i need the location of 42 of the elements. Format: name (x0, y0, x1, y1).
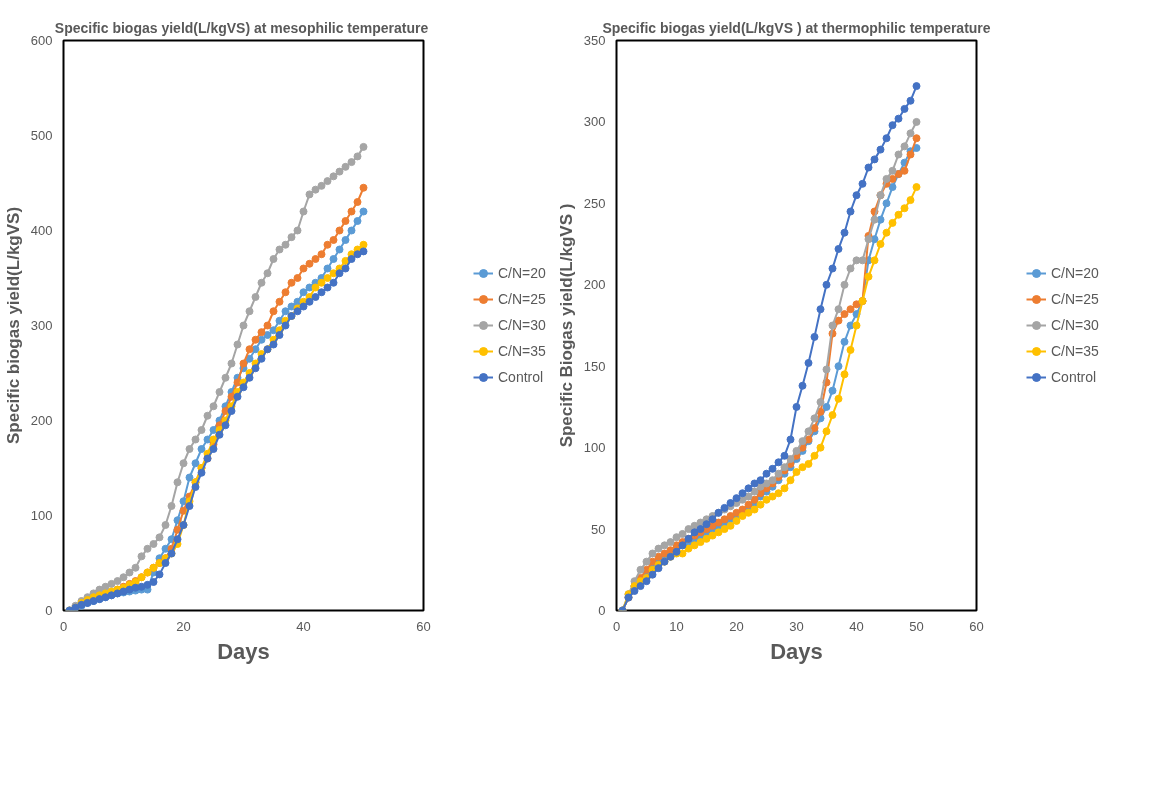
legend-label: C/N=20 (1051, 265, 1099, 281)
x-tick-label: 20 (729, 618, 744, 634)
chart-title: Specific biogas yield(L/kgVS) at mesophilic temperature (54, 19, 429, 36)
legend-label: Control (498, 369, 544, 385)
y-tick-label: 500 (30, 128, 53, 143)
y-tick-label: 350 (583, 33, 606, 48)
legend-label: C/N=30 (498, 317, 546, 333)
legend-label: C/N=25 (1051, 291, 1099, 307)
legend-label: C/N=20 (498, 265, 546, 281)
x-tick-label: 40 (849, 618, 864, 634)
legend-label: C/N=30 (1051, 317, 1099, 333)
y-tick-label: 300 (583, 114, 606, 130)
x-tick-label: 50 (909, 618, 924, 634)
y-tick-label: 200 (583, 277, 606, 293)
x-axis-title: Days (217, 638, 270, 664)
legend-label: C/N=35 (498, 343, 546, 359)
x-tick-label: 40 (296, 618, 311, 634)
y-tick-label: 100 (30, 508, 53, 523)
y-tick-label: 200 (30, 413, 53, 428)
chart-title: Specific biogas yield(L/kgVS ) at thermophilic temperature (602, 19, 991, 36)
x-tick-label: 0 (59, 618, 68, 634)
y-tick-label: 50 (591, 521, 606, 537)
y-tick-label: 250 (583, 195, 606, 211)
y-tick-label: 0 (45, 603, 53, 618)
y-axis-title: Specific biogas yield(L/kgVS) (3, 206, 23, 445)
legend-label: C/N=35 (1051, 343, 1099, 359)
y-tick-label: 300 (30, 318, 53, 333)
x-tick-label: 0 (612, 618, 621, 634)
x-tick-label: 60 (969, 618, 984, 634)
x-tick-label: 20 (176, 618, 191, 634)
y-tick-label: 600 (30, 33, 53, 48)
y-tick-label: 150 (583, 358, 606, 374)
y-axis-title: Specific Biogas yield(L/kgVS ) (556, 203, 576, 448)
x-tick-label: 60 (416, 618, 431, 634)
x-axis-title: Days (770, 638, 823, 664)
x-tick-label: 30 (789, 618, 804, 634)
legend-label: C/N=25 (498, 291, 546, 307)
y-tick-label: 0 (598, 603, 606, 618)
legend-label: Control (1051, 369, 1097, 385)
y-tick-label: 400 (30, 223, 53, 238)
x-tick-label: 10 (669, 618, 684, 634)
y-tick-label: 100 (583, 440, 606, 456)
